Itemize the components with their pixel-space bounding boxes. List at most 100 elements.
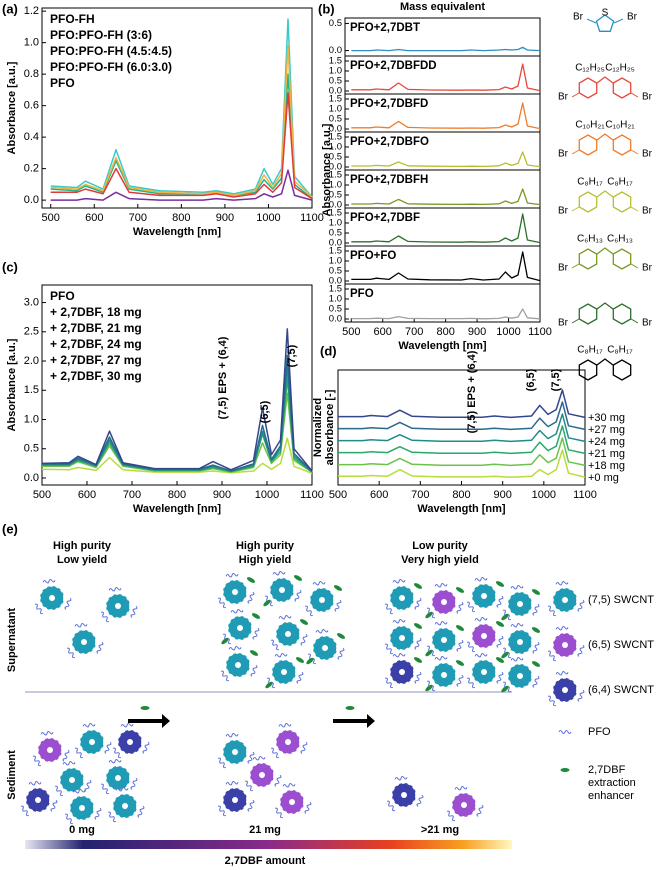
pfo-chain <box>250 664 258 677</box>
atom-label: Br <box>642 206 653 217</box>
spectrum-line <box>351 251 541 282</box>
annotation: (6,5) <box>259 400 271 423</box>
annotation: (7,5) EPS + (6,4) <box>217 336 229 419</box>
swcnt-core <box>115 775 121 781</box>
pfo-chain <box>94 807 102 820</box>
pfo-chain <box>510 623 524 628</box>
swcnt-core <box>81 639 87 645</box>
y-axis-label: Absorbance [a.u.] <box>6 61 18 154</box>
pfo-chain <box>84 779 92 792</box>
y-tick-label: 1.2 <box>24 5 39 17</box>
chart-title: Mass equivalent <box>400 1 485 13</box>
x-tick-label: 1100 <box>573 489 597 501</box>
pfo-chain <box>474 653 488 658</box>
enhancer <box>333 585 343 591</box>
atom-label: Br <box>642 318 653 329</box>
pfo-chain <box>577 689 585 702</box>
pfo-chain <box>278 615 292 620</box>
series-label: +30 mg <box>588 412 625 424</box>
swcnt-core <box>232 749 238 755</box>
enhancer <box>140 706 150 710</box>
swcnt-core <box>89 739 95 745</box>
pfo-chain <box>245 780 253 792</box>
pfo-chain <box>221 670 229 682</box>
swcnt-core <box>517 639 523 645</box>
legend-label: + 2,7DBF, 27 mg <box>50 353 142 367</box>
pfo-chain <box>108 587 122 592</box>
x-tick-label: 900 <box>493 489 511 501</box>
pfo-chain <box>42 579 56 584</box>
bond <box>613 18 624 24</box>
ring <box>578 359 598 381</box>
pfo-chain <box>456 601 464 614</box>
x-tick-label: 700 <box>123 489 141 501</box>
ring <box>612 359 632 381</box>
bond <box>571 92 580 98</box>
pfo-chain <box>385 603 393 615</box>
substituent-label: C₁₀H₂₁ <box>575 120 605 131</box>
stage-amount: 21 mg <box>249 824 281 836</box>
atom-label: Br <box>642 92 653 103</box>
enhancer <box>455 660 465 666</box>
stage-purity: High purity <box>236 540 295 552</box>
y-tick-label: 1.5 <box>329 170 342 181</box>
pfo-chain <box>218 597 226 609</box>
panel-label: (d) <box>320 343 337 358</box>
pfo-chain <box>385 677 393 689</box>
x-tick-label: 500 <box>42 212 60 224</box>
y-tick-label: 0.0 <box>329 200 342 211</box>
pfo-chain <box>278 723 292 728</box>
y-tick-label: 3.0 <box>24 296 39 308</box>
substituent-label: C₁₀H₂₁ <box>605 120 635 131</box>
pfo-chain <box>67 647 75 659</box>
y-tick-label: 0.0 <box>329 45 342 56</box>
y-tick-label: 1.0 <box>329 180 342 191</box>
legend-label: (6,5) SWCNT <box>588 639 654 651</box>
pfo-chain <box>334 599 342 612</box>
y-tick-label: 0.0 <box>329 314 342 325</box>
pfo-chain <box>532 603 540 616</box>
legend-label: PFO-FH <box>50 12 95 26</box>
pfo-chain <box>225 573 239 578</box>
ring <box>612 191 632 213</box>
swcnt-core <box>441 672 447 678</box>
enhancer <box>413 623 423 629</box>
amount-gradient <box>25 840 512 849</box>
pfo-chain <box>312 581 326 586</box>
y-tick-label: 1.0 <box>329 66 342 77</box>
legend-label: PFO <box>588 726 611 738</box>
substituent-label: C₆H₁₃ <box>607 234 633 245</box>
pfo-chain <box>548 695 556 707</box>
bond <box>586 18 597 24</box>
pfo-chain <box>392 619 406 624</box>
bond <box>571 149 580 155</box>
facet-label: PFO <box>350 288 374 300</box>
swcnt-core <box>562 687 568 693</box>
stage-purity: Low purity <box>412 540 468 552</box>
ring <box>596 76 614 84</box>
y-tick-label: 0.6 <box>24 100 39 112</box>
pfo-chain <box>252 627 260 640</box>
pfo-chain <box>456 639 464 652</box>
pfo-chain <box>104 741 112 754</box>
y-tick-label: 1.0 <box>329 104 342 115</box>
legend-label: PFO <box>50 76 75 90</box>
x-axis-label: Wavelength [nm] <box>398 340 487 352</box>
x-tick-label: 700 <box>129 212 147 224</box>
enhancer <box>251 613 261 619</box>
pfo-chain <box>476 804 484 817</box>
ring <box>612 303 632 325</box>
ring <box>578 303 598 325</box>
pfo-chain <box>50 799 58 812</box>
facet-label: PFO+2,7DBFDD <box>350 60 437 72</box>
y-tick-label: 1.0 <box>329 142 342 153</box>
pfo-chain <box>142 741 150 754</box>
x-tick-label: 1000 <box>255 489 279 501</box>
y-tick-label: 0.5 <box>329 76 342 87</box>
pfo-chain <box>337 647 345 660</box>
process-arrow <box>333 714 375 728</box>
y-tick-label: 0.5 <box>24 443 39 455</box>
enhancer <box>293 575 303 581</box>
annotation: (7,5) <box>286 344 298 367</box>
y-tick-label: 0.8 <box>24 68 39 80</box>
